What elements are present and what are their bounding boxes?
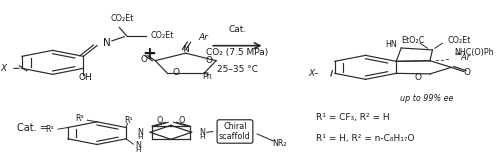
- Text: CO₂Et: CO₂Et: [448, 36, 471, 45]
- Text: CO₂Et: CO₂Et: [150, 31, 174, 40]
- Text: R¹ = CF₃, R² = H: R¹ = CF₃, R² = H: [316, 113, 390, 122]
- Text: N: N: [136, 141, 141, 150]
- Text: H: H: [199, 134, 204, 140]
- Text: O: O: [172, 68, 179, 77]
- Text: O: O: [464, 68, 470, 77]
- Text: up to 99% ee: up to 99% ee: [400, 94, 454, 103]
- Text: Ar: Ar: [198, 33, 208, 42]
- Text: R¹: R¹: [45, 125, 54, 135]
- Text: R¹ = H, R² = n-C₈H₁₇O: R¹ = H, R² = n-C₈H₁₇O: [316, 134, 415, 143]
- Text: Ph: Ph: [202, 72, 212, 81]
- Text: N: N: [103, 37, 111, 48]
- Text: O: O: [206, 56, 212, 65]
- Text: N: N: [199, 128, 205, 137]
- Text: O: O: [141, 55, 148, 64]
- Text: O: O: [414, 73, 422, 82]
- Text: R²: R²: [76, 114, 84, 123]
- Text: +: +: [142, 45, 156, 63]
- Text: Chiral
scaffold: Chiral scaffold: [219, 122, 251, 141]
- Text: Cat.: Cat.: [228, 25, 246, 34]
- Text: Cat. =: Cat. =: [16, 123, 48, 133]
- Text: CO₂Et: CO₂Et: [110, 14, 134, 23]
- Text: X–: X–: [309, 69, 320, 78]
- Text: X: X: [0, 64, 6, 73]
- Text: O: O: [179, 116, 186, 125]
- Text: H: H: [136, 147, 141, 153]
- Text: R¹: R¹: [124, 116, 133, 125]
- Text: 25–35 °C: 25–35 °C: [217, 65, 258, 74]
- Text: O: O: [156, 116, 163, 125]
- Text: H: H: [137, 134, 142, 140]
- Text: EtO₂C: EtO₂C: [401, 36, 424, 45]
- Text: HN: HN: [386, 40, 397, 49]
- Text: N: N: [182, 45, 189, 54]
- Text: ""Ar: ""Ar: [454, 53, 470, 62]
- Text: OH: OH: [79, 73, 92, 82]
- Text: NR₂: NR₂: [272, 139, 286, 148]
- Text: NHC(O)Ph: NHC(O)Ph: [454, 48, 494, 57]
- Text: CO₂ (7.5 MPa): CO₂ (7.5 MPa): [206, 48, 268, 57]
- Text: N: N: [137, 128, 143, 137]
